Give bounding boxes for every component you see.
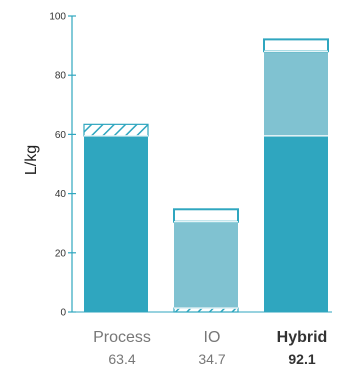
category-label-hybrid: Hybrid [277, 329, 328, 346]
bar-segment-process-0 [84, 135, 148, 312]
bar-hybrid [263, 38, 329, 312]
category-total-hybrid: 92.1 [288, 351, 315, 367]
bar-segment-io-2 [174, 221, 238, 309]
bar-io [173, 208, 239, 313]
bar-segment-hybrid-0 [264, 135, 328, 312]
category-total-io: 34.7 [198, 351, 225, 367]
y-tick-label-0: 0 [60, 308, 66, 319]
bar-segment-hybrid-2 [264, 51, 328, 136]
y-tick-label-80: 80 [55, 71, 67, 82]
bars [83, 38, 329, 313]
bar-segment-io-3 [173, 208, 239, 223]
y-tick-label-20: 20 [55, 248, 67, 259]
category-total-process: 63.4 [108, 351, 135, 367]
y-tick-label-60: 60 [55, 130, 67, 141]
y-tick-label-100: 100 [49, 12, 66, 23]
y-tick-label-40: 40 [55, 189, 67, 200]
y-axis-title: L/kg [23, 145, 40, 175]
category-label-process: Process [93, 329, 151, 346]
category-label-io: IO [204, 329, 221, 346]
bar-process [83, 123, 149, 312]
bar-segment-process-1 [83, 123, 149, 137]
category-labels: Process 63.4 IO 34.7 Hybrid 92.1 [93, 329, 327, 367]
bar-segment-hybrid-3 [263, 38, 329, 53]
